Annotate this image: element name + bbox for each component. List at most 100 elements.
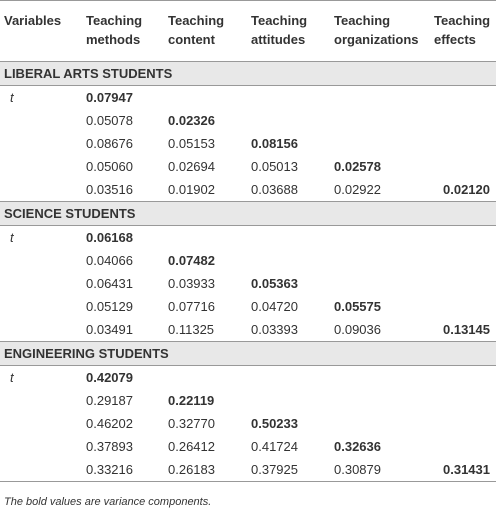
footnote: The bold values are variance components. bbox=[4, 496, 212, 508]
value-cell: 0.02922 bbox=[334, 182, 381, 197]
value-cell: 0.32636 bbox=[334, 439, 381, 454]
empty-cell bbox=[0, 412, 82, 435]
value-cell: 0.22119 bbox=[168, 393, 215, 408]
value-cell: 0.42079 bbox=[86, 370, 133, 385]
value-cell: 0.06168 bbox=[86, 230, 133, 245]
data-row: 0.03491 0.11325 0.03393 0.09036 0.13145 bbox=[0, 318, 496, 342]
data-row: 0.37893 0.26412 0.41724 0.32636 bbox=[0, 435, 496, 458]
data-row: 0.05078 0.02326 bbox=[0, 109, 496, 132]
empty-cell bbox=[430, 366, 496, 390]
empty-cell bbox=[430, 249, 496, 272]
data-row: 0.08676 0.05153 0.08156 bbox=[0, 132, 496, 155]
value-cell: 0.03933 bbox=[168, 276, 215, 291]
value-cell: 0.02326 bbox=[168, 113, 215, 128]
empty-cell bbox=[330, 109, 430, 132]
value-cell: 0.02120 bbox=[443, 182, 490, 197]
empty-cell bbox=[430, 109, 496, 132]
value-cell: 0.32770 bbox=[168, 416, 215, 431]
empty-cell bbox=[247, 86, 330, 110]
value-cell: 0.41724 bbox=[251, 439, 298, 454]
header-row: Variables Teaching methods Teaching conten… bbox=[0, 0, 496, 62]
data-row: 0.03516 0.01902 0.03688 0.02922 0.02120 bbox=[0, 178, 496, 202]
section-row: SCIENCE STUDENTS bbox=[0, 201, 496, 226]
empty-cell bbox=[0, 178, 82, 202]
empty-cell bbox=[430, 86, 496, 110]
empty-cell bbox=[330, 249, 430, 272]
data-row: 0.33216 0.26183 0.37925 0.30879 0.31431 bbox=[0, 458, 496, 482]
value-cell: 0.46202 bbox=[86, 416, 133, 431]
section-title: SCIENCE STUDENTS bbox=[0, 201, 496, 226]
value-cell: 0.06431 bbox=[86, 276, 133, 291]
empty-cell bbox=[0, 109, 82, 132]
value-cell: 0.05060 bbox=[86, 159, 133, 174]
value-cell: 0.33216 bbox=[82, 458, 164, 482]
empty-cell bbox=[430, 226, 496, 250]
empty-cell bbox=[0, 272, 82, 295]
empty-cell bbox=[164, 86, 247, 110]
empty-cell bbox=[330, 272, 430, 295]
empty-cell bbox=[0, 435, 82, 458]
value-cell: 0.09036 bbox=[334, 322, 381, 337]
empty-cell bbox=[330, 86, 430, 110]
empty-cell bbox=[247, 226, 330, 250]
value-cell: 0.08676 bbox=[86, 136, 133, 151]
empty-cell bbox=[0, 295, 82, 318]
value-cell: 0.11325 bbox=[168, 322, 215, 337]
value-cell: 0.05078 bbox=[86, 113, 133, 128]
empty-cell bbox=[0, 318, 82, 342]
data-row: t 0.42079 bbox=[0, 366, 496, 390]
value-cell: 0.03393 bbox=[251, 322, 298, 337]
variable-cell: t bbox=[10, 370, 14, 385]
value-cell: 0.07716 bbox=[168, 299, 215, 314]
empty-cell bbox=[430, 132, 496, 155]
data-row: 0.29187 0.22119 bbox=[0, 389, 496, 412]
section-title: LIBERAL ARTS STUDENTS bbox=[0, 61, 496, 86]
empty-cell bbox=[0, 132, 82, 155]
data-row: 0.46202 0.32770 0.50233 bbox=[0, 412, 496, 435]
value-cell: 0.08156 bbox=[251, 136, 298, 151]
empty-cell bbox=[330, 412, 430, 435]
empty-cell bbox=[0, 155, 82, 178]
data-table: Variables Teaching methods Teaching conten… bbox=[0, 0, 496, 482]
empty-cell bbox=[430, 389, 496, 412]
table-body: LIBERAL ARTS STUDENTS t 0.07947 0.05078 0.02… bbox=[0, 61, 496, 482]
value-cell: 0.05363 bbox=[251, 276, 298, 291]
variable-cell: t bbox=[10, 90, 14, 105]
empty-cell bbox=[164, 366, 247, 390]
empty-cell bbox=[247, 109, 330, 132]
value-cell: 0.07947 bbox=[86, 90, 133, 105]
data-row: 0.05129 0.07716 0.04720 0.05575 bbox=[0, 295, 496, 318]
empty-cell bbox=[247, 249, 330, 272]
value-cell: 0.04720 bbox=[251, 299, 298, 314]
value-cell: 0.07482 bbox=[168, 253, 215, 268]
value-cell: 0.31431 bbox=[430, 458, 496, 482]
empty-cell bbox=[0, 389, 82, 412]
value-cell: 0.05013 bbox=[251, 159, 298, 174]
value-cell: 0.05129 bbox=[86, 299, 133, 314]
data-row: t 0.07947 bbox=[0, 86, 496, 110]
value-cell: 0.26183 bbox=[164, 458, 247, 482]
data-row: 0.06431 0.03933 0.05363 bbox=[0, 272, 496, 295]
value-cell: 0.13145 bbox=[443, 322, 490, 337]
column-header: Teaching content bbox=[164, 0, 247, 62]
empty-cell bbox=[430, 435, 496, 458]
value-cell: 0.01902 bbox=[168, 182, 215, 197]
column-header: Variables bbox=[0, 0, 82, 62]
value-cell: 0.02578 bbox=[334, 159, 381, 174]
column-header: Teaching effects bbox=[430, 0, 496, 62]
data-row: 0.04066 0.07482 bbox=[0, 249, 496, 272]
value-cell: 0.26412 bbox=[168, 439, 215, 454]
empty-cell bbox=[330, 226, 430, 250]
value-cell: 0.50233 bbox=[251, 416, 298, 431]
data-row: 0.05060 0.02694 0.05013 0.02578 bbox=[0, 155, 496, 178]
empty-cell bbox=[330, 389, 430, 412]
value-cell: 0.37893 bbox=[86, 439, 133, 454]
variable-cell: t bbox=[10, 230, 14, 245]
value-cell: 0.29187 bbox=[86, 393, 133, 408]
value-cell: 0.03491 bbox=[86, 322, 133, 337]
data-row: t 0.06168 bbox=[0, 226, 496, 250]
value-cell: 0.04066 bbox=[86, 253, 133, 268]
empty-cell bbox=[247, 366, 330, 390]
empty-cell bbox=[0, 249, 82, 272]
